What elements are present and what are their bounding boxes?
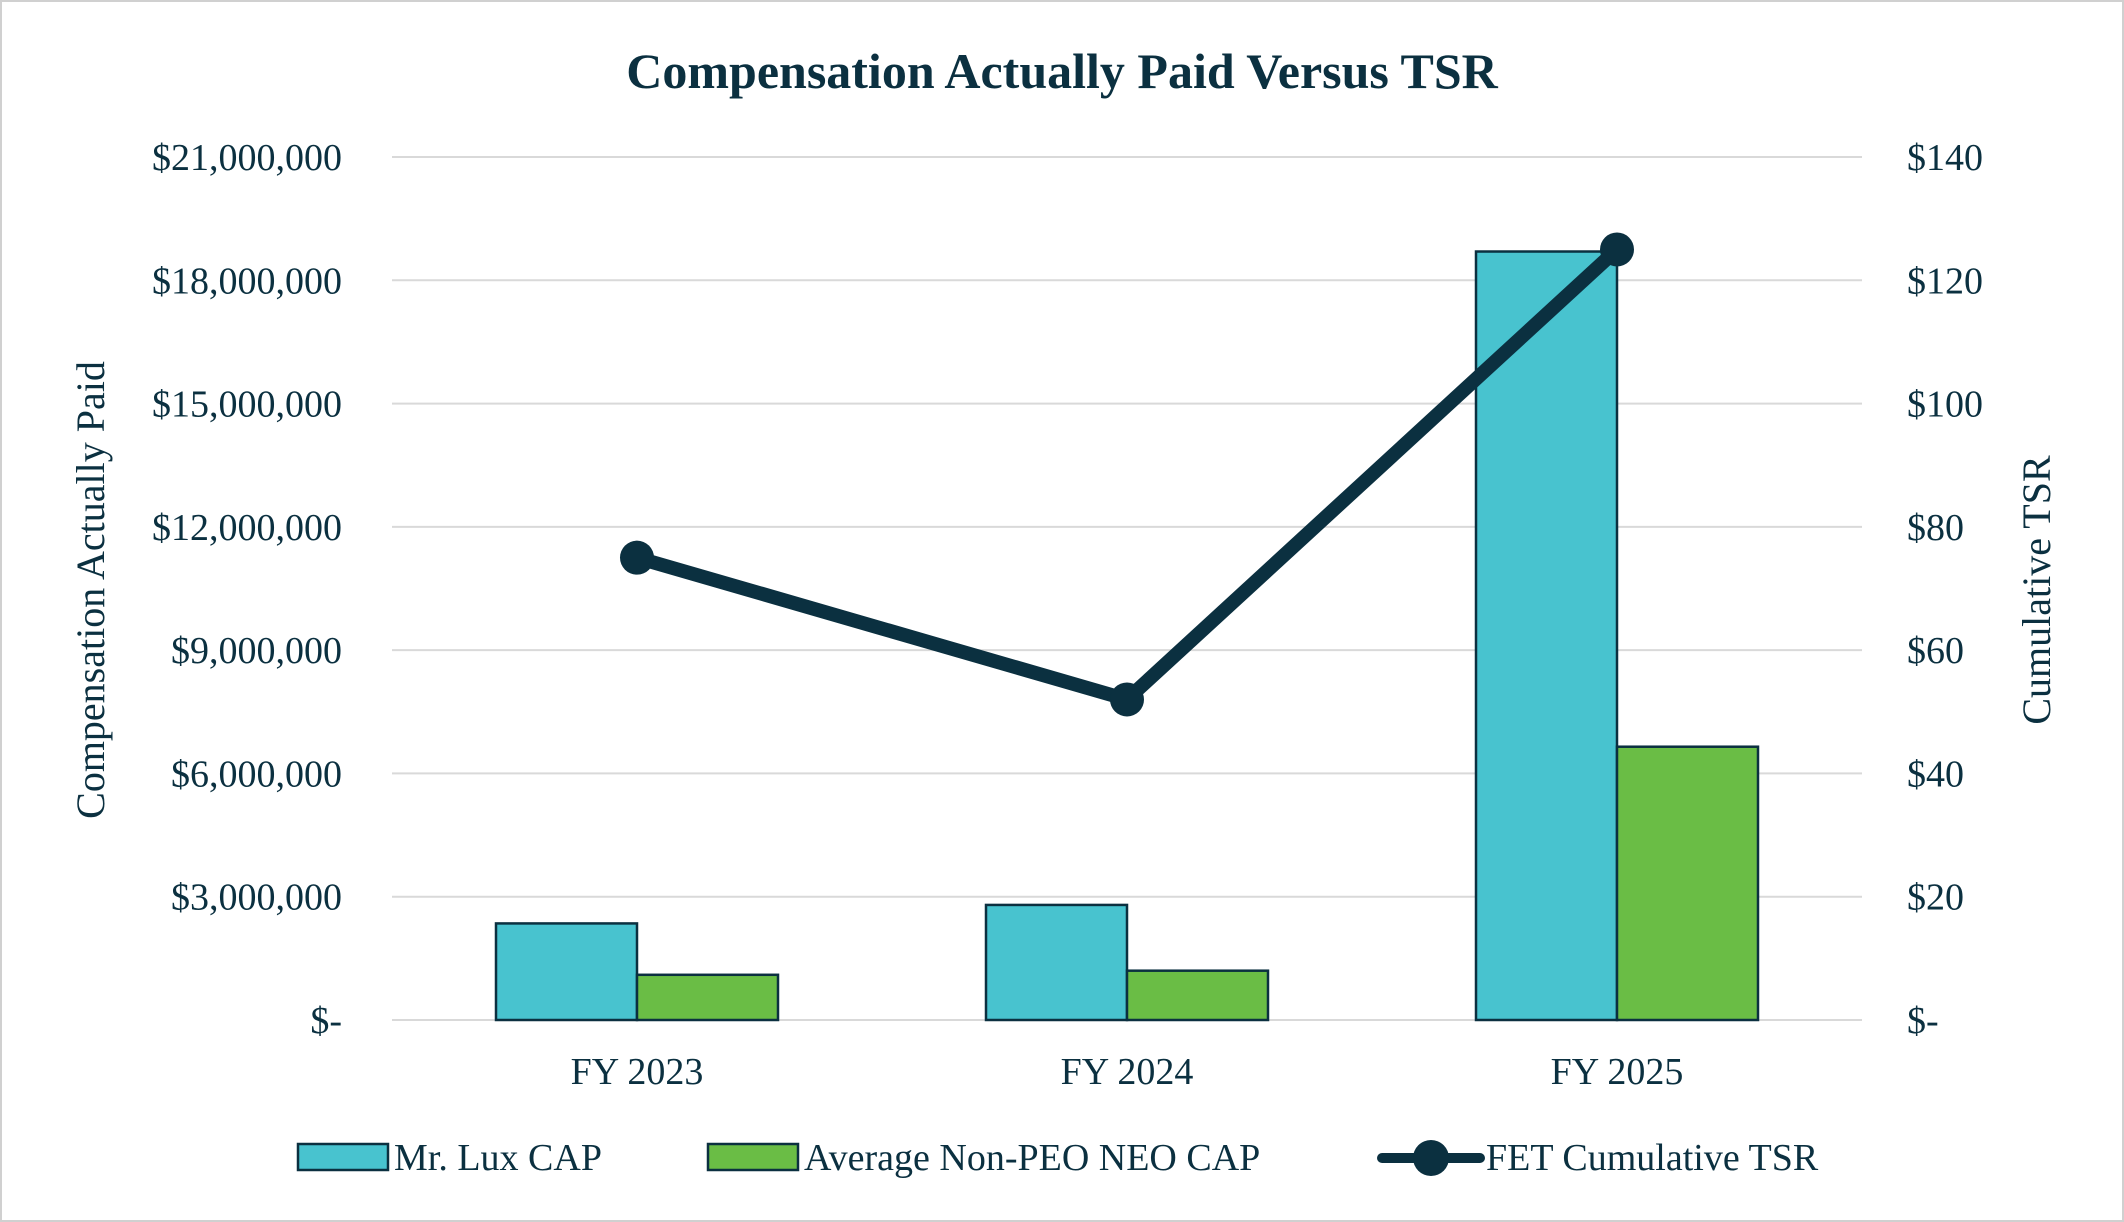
right-tick-label: $80 <box>1907 507 1964 549</box>
right-tick-label: $40 <box>1907 753 1964 795</box>
right-axis-ticks: $- $20 $40 $60 $80 $100 $120 $140 <box>1907 137 1983 1042</box>
legend: Mr. Lux CAP Average Non-PEO NEO CAP FET … <box>296 1137 1819 1179</box>
left-tick-label: $- <box>310 1000 342 1042</box>
bar-average-non-peo-neo-cap-fy-2025 <box>1615 745 1760 1022</box>
left-tick-label: $21,000,000 <box>152 137 342 179</box>
tsr-point-fy-2025 <box>1600 232 1634 267</box>
right-tick-label: $- <box>1907 1000 1939 1042</box>
left-axis-label: Compensation Actually Paid <box>68 361 113 819</box>
right-tick-label: $140 <box>1907 137 1983 179</box>
left-axis-ticks: $- $3,000,000 $6,000,000 $9,000,000 $12,000,… <box>152 137 342 1042</box>
bar-mr-lux-cap-fy-2025 <box>1474 250 1619 1022</box>
bar-mr-lux-cap-fy-2024 <box>984 903 1129 1022</box>
left-tick-label: $9,000,000 <box>171 630 342 672</box>
bar-average-non-peo-neo-cap-fy-2023 <box>635 973 780 1022</box>
tsr-line <box>620 232 1634 717</box>
bar-mr-lux-cap-fy-2023 <box>494 922 639 1022</box>
legend-swatch-mr-lux-cap <box>296 1142 390 1172</box>
legend-marker-fet-cumulative-tsr <box>1413 1140 1449 1176</box>
right-tick-label: $100 <box>1907 384 1983 426</box>
left-tick-label: $18,000,000 <box>152 260 342 302</box>
legend-label-mr-lux-cap: Mr. Lux CAP <box>394 1137 602 1179</box>
tsr-line-path <box>630 242 1624 707</box>
gridlines <box>392 156 1862 1021</box>
x-axis-ticks: FY 2023 FY 2024 FY 2025 <box>571 1051 1684 1093</box>
x-tick-label: FY 2025 <box>1551 1051 1684 1093</box>
tsr-point-fy-2023 <box>620 540 654 575</box>
x-tick-label: FY 2023 <box>571 1051 704 1093</box>
legend-swatch-average-non-peo-neo-cap <box>706 1142 800 1172</box>
right-tick-label: $20 <box>1907 877 1964 919</box>
right-tick-label: $60 <box>1907 630 1964 672</box>
right-axis-label: Cumulative TSR <box>2014 455 2059 725</box>
x-tick-label: FY 2024 <box>1061 1051 1194 1093</box>
legend-label-fet-cumulative-tsr: FET Cumulative TSR <box>1486 1137 1819 1179</box>
tsr-point-fy-2024 <box>1110 682 1144 717</box>
legend-label-average-non-peo-neo-cap: Average Non-PEO NEO CAP <box>804 1137 1260 1179</box>
left-tick-label: $12,000,000 <box>152 507 342 549</box>
right-tick-label: $120 <box>1907 260 1983 302</box>
left-tick-label: $3,000,000 <box>171 877 342 919</box>
bar-average-non-peo-neo-cap-fy-2024 <box>1125 969 1270 1022</box>
left-tick-label: $15,000,000 <box>152 384 342 426</box>
left-tick-label: $6,000,000 <box>171 753 342 795</box>
bars <box>494 250 1760 1022</box>
chart-title: Compensation Actually Paid Versus TSR <box>626 43 1498 99</box>
